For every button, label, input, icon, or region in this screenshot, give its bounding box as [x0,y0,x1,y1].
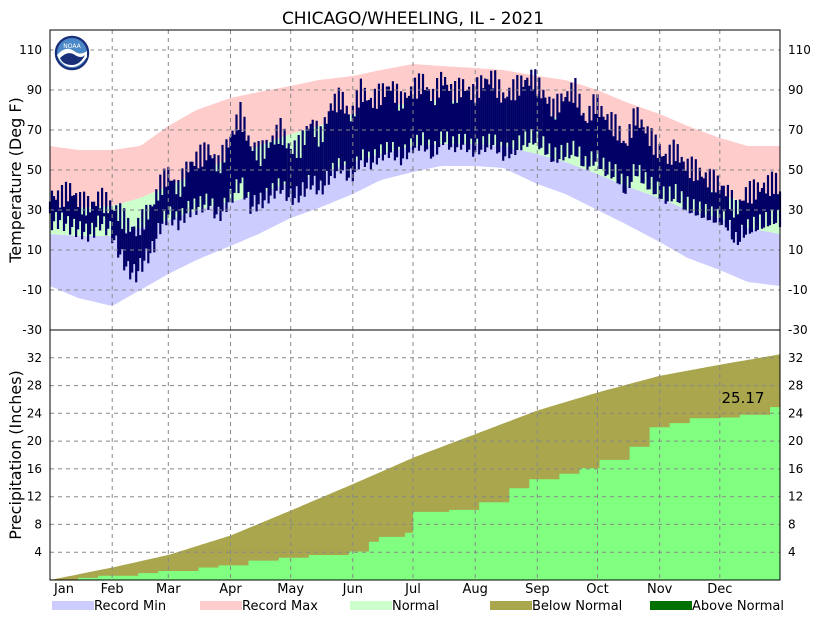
temp-tick-label-left: 30 [27,203,42,217]
precip-tick-label-left: 12 [27,490,42,504]
temp-tick-label-left: 110 [19,43,42,57]
temp-tick-label-left: -10 [22,283,42,297]
precip-tick-label-left: 32 [27,351,42,365]
month-label: Nov [647,582,673,597]
legend-label: Above Normal [692,599,784,614]
legend-swatch [650,601,692,610]
precip-tick-label-right: 8 [788,517,796,531]
month-label: May [277,582,304,597]
temp-tick-label-left: 90 [27,83,42,97]
temp-tick-label-right: 90 [788,83,803,97]
temp-tick-label-right: 50 [788,163,803,177]
precipitation-axis-label: Precipitation (Inches) [6,370,25,540]
temp-tick-label-right: 10 [788,243,803,257]
precip-tick-label-left: 20 [27,434,42,448]
noaa-logo: NOAA [53,34,91,72]
precip-tick-label-right: 24 [788,406,803,420]
noaa-logo-text: NOAA [63,43,81,50]
precip-tick-label-left: 8 [34,517,42,531]
precip-tick-label-right: 32 [788,351,803,365]
month-label: Oct [586,582,608,597]
precip-tick-label-right: 4 [788,545,796,559]
temp-tick-label-right: 70 [788,123,803,137]
precip-total-label: 25.17 [722,389,765,407]
temperature-axis-label: Temperature (Deg F) [6,97,25,264]
temp-tick-label-left: 10 [27,243,42,257]
month-label: Sep [525,582,550,597]
month-label: Apr [219,582,242,597]
temp-tick-label-left: 70 [27,123,42,137]
temp-tick-label-left: -30 [22,323,42,337]
legend-label: Below Normal [532,599,622,614]
precip-tick-label-right: 20 [788,434,803,448]
month-label: Aug [462,582,487,597]
month-label: Jul [404,582,421,597]
precip-tick-label-right: 28 [788,379,803,393]
precip-tick-label-left: 16 [27,462,42,476]
plot-border [49,29,781,581]
legend-swatch [490,601,532,610]
observed-temperature-series [48,69,782,283]
temp-tick-label-right: 110 [788,43,811,57]
precip-tick-label-right: 16 [788,462,803,476]
precip-tick-label-left: 24 [27,406,42,420]
temp-tick-label-right: -10 [788,283,808,297]
legend-label: Record Max [242,599,318,614]
month-label: Jan [53,582,74,597]
precip-tick-label-left: 28 [27,379,42,393]
precip-tick-label-left: 4 [34,545,42,559]
legend-label: Record Min [94,599,166,614]
temp-tick-label-right: 30 [788,203,803,217]
month-axis: Jan Feb Mar Apr May Jun Jul Aug Sep Oct Nov Dec [53,582,732,597]
legend: Record Min Record Max Normal Below Normal Ab… [52,599,784,614]
temp-tick-label-right: -30 [788,323,808,337]
precip-tick-label-right: 12 [788,490,803,504]
precipitation-panel: 25.17 [50,354,780,580]
legend-label: Normal [392,599,439,614]
month-label: Dec [707,582,732,597]
plot-frame: -10 -10 10 10 30 30 50 50 70 70 90 90 110 110 -30 -30 4 4… [19,29,811,581]
legend-swatch [52,601,94,610]
month-label: Mar [156,582,181,597]
chart-title: CHICAGO/WHEELING, IL - 2021 [282,9,544,29]
temp-tick-label-left: 50 [27,163,42,177]
month-label: Feb [101,582,124,597]
temperature-panel [48,64,782,306]
legend-swatch [200,601,242,610]
month-label: Jun [342,582,363,597]
legend-swatch [350,601,392,610]
